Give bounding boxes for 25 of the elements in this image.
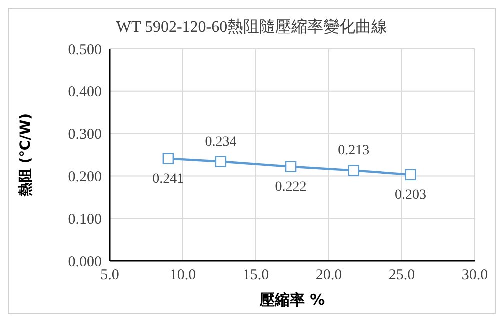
x-axis-title: 壓縮率 % xyxy=(258,291,326,309)
y-tick-label: 0.100 xyxy=(68,212,102,228)
x-tick-label: 25.0 xyxy=(388,268,416,284)
data-label: 0.241 xyxy=(152,172,184,187)
x-tick-label: 30.0 xyxy=(462,268,488,284)
x-tick-label: 15.0 xyxy=(242,268,270,284)
point xyxy=(405,169,416,181)
point xyxy=(348,165,360,176)
x-tick-label: 20.0 xyxy=(316,268,342,284)
data-label: 0.213 xyxy=(338,144,370,159)
y-tick-label: 0.400 xyxy=(68,84,102,101)
data-label: 0.203 xyxy=(395,188,427,203)
y-tick-label: 0.300 xyxy=(68,127,102,144)
point xyxy=(285,161,297,172)
x-tick-label: 10.0 xyxy=(170,268,196,284)
x-tick-label: 5.0 xyxy=(100,268,120,284)
y-tick-label: 0.200 xyxy=(68,170,102,186)
data-label: 0.222 xyxy=(275,180,307,195)
data-label: 0.234 xyxy=(205,134,237,150)
chart-title: WT 5902-120-60熱阻隨壓縮率變化曲線 xyxy=(115,18,389,38)
y-tick-label: 0.500 xyxy=(68,42,102,58)
point xyxy=(162,153,174,164)
y-axis-title: 熱阻 (℃/W) xyxy=(18,113,34,198)
point xyxy=(215,156,227,168)
y-tick-label: 0.000 xyxy=(68,254,102,270)
